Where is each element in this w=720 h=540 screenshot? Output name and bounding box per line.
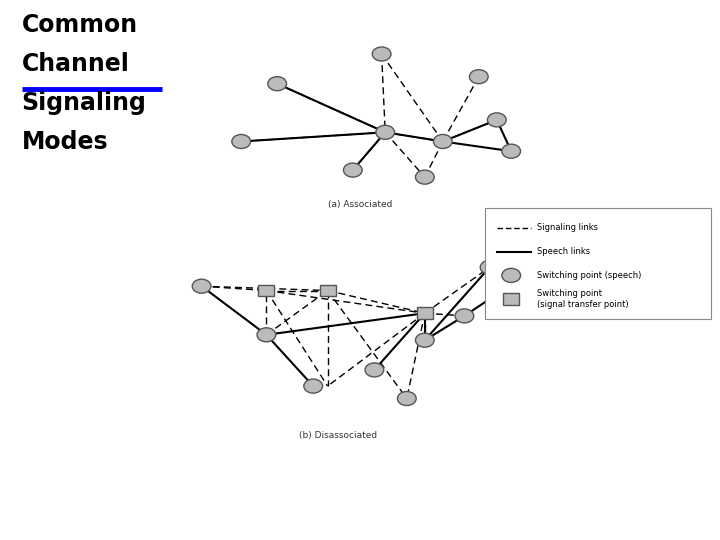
Circle shape — [232, 134, 251, 149]
Circle shape — [268, 77, 287, 91]
Circle shape — [502, 268, 521, 282]
Bar — [503, 293, 519, 305]
Circle shape — [487, 287, 506, 301]
Circle shape — [376, 125, 395, 139]
Circle shape — [480, 260, 499, 274]
Circle shape — [372, 47, 391, 61]
Text: Speech links: Speech links — [537, 247, 590, 256]
Circle shape — [487, 113, 506, 127]
Circle shape — [469, 70, 488, 84]
Circle shape — [415, 170, 434, 184]
Circle shape — [365, 363, 384, 377]
Text: (a) Associated: (a) Associated — [328, 200, 392, 209]
Bar — [320, 285, 336, 296]
Circle shape — [343, 163, 362, 177]
Text: Signaling links: Signaling links — [537, 224, 598, 232]
Circle shape — [455, 309, 474, 323]
Text: Modes: Modes — [22, 130, 108, 154]
Text: (signal transfer point): (signal transfer point) — [537, 300, 629, 309]
Text: Common: Common — [22, 14, 138, 37]
Circle shape — [192, 279, 211, 293]
Circle shape — [415, 333, 434, 347]
Bar — [417, 307, 433, 319]
FancyBboxPatch shape — [485, 208, 711, 319]
Circle shape — [397, 392, 416, 406]
Text: Switching point (speech): Switching point (speech) — [537, 271, 642, 280]
Text: (b) Disassociated: (b) Disassociated — [300, 431, 377, 440]
Bar — [258, 285, 274, 296]
Circle shape — [502, 144, 521, 158]
Text: Signaling: Signaling — [22, 91, 146, 115]
Text: Channel: Channel — [22, 52, 130, 76]
Circle shape — [257, 328, 276, 342]
Text: Switching point: Switching point — [537, 289, 602, 298]
Circle shape — [304, 379, 323, 393]
Circle shape — [433, 134, 452, 149]
